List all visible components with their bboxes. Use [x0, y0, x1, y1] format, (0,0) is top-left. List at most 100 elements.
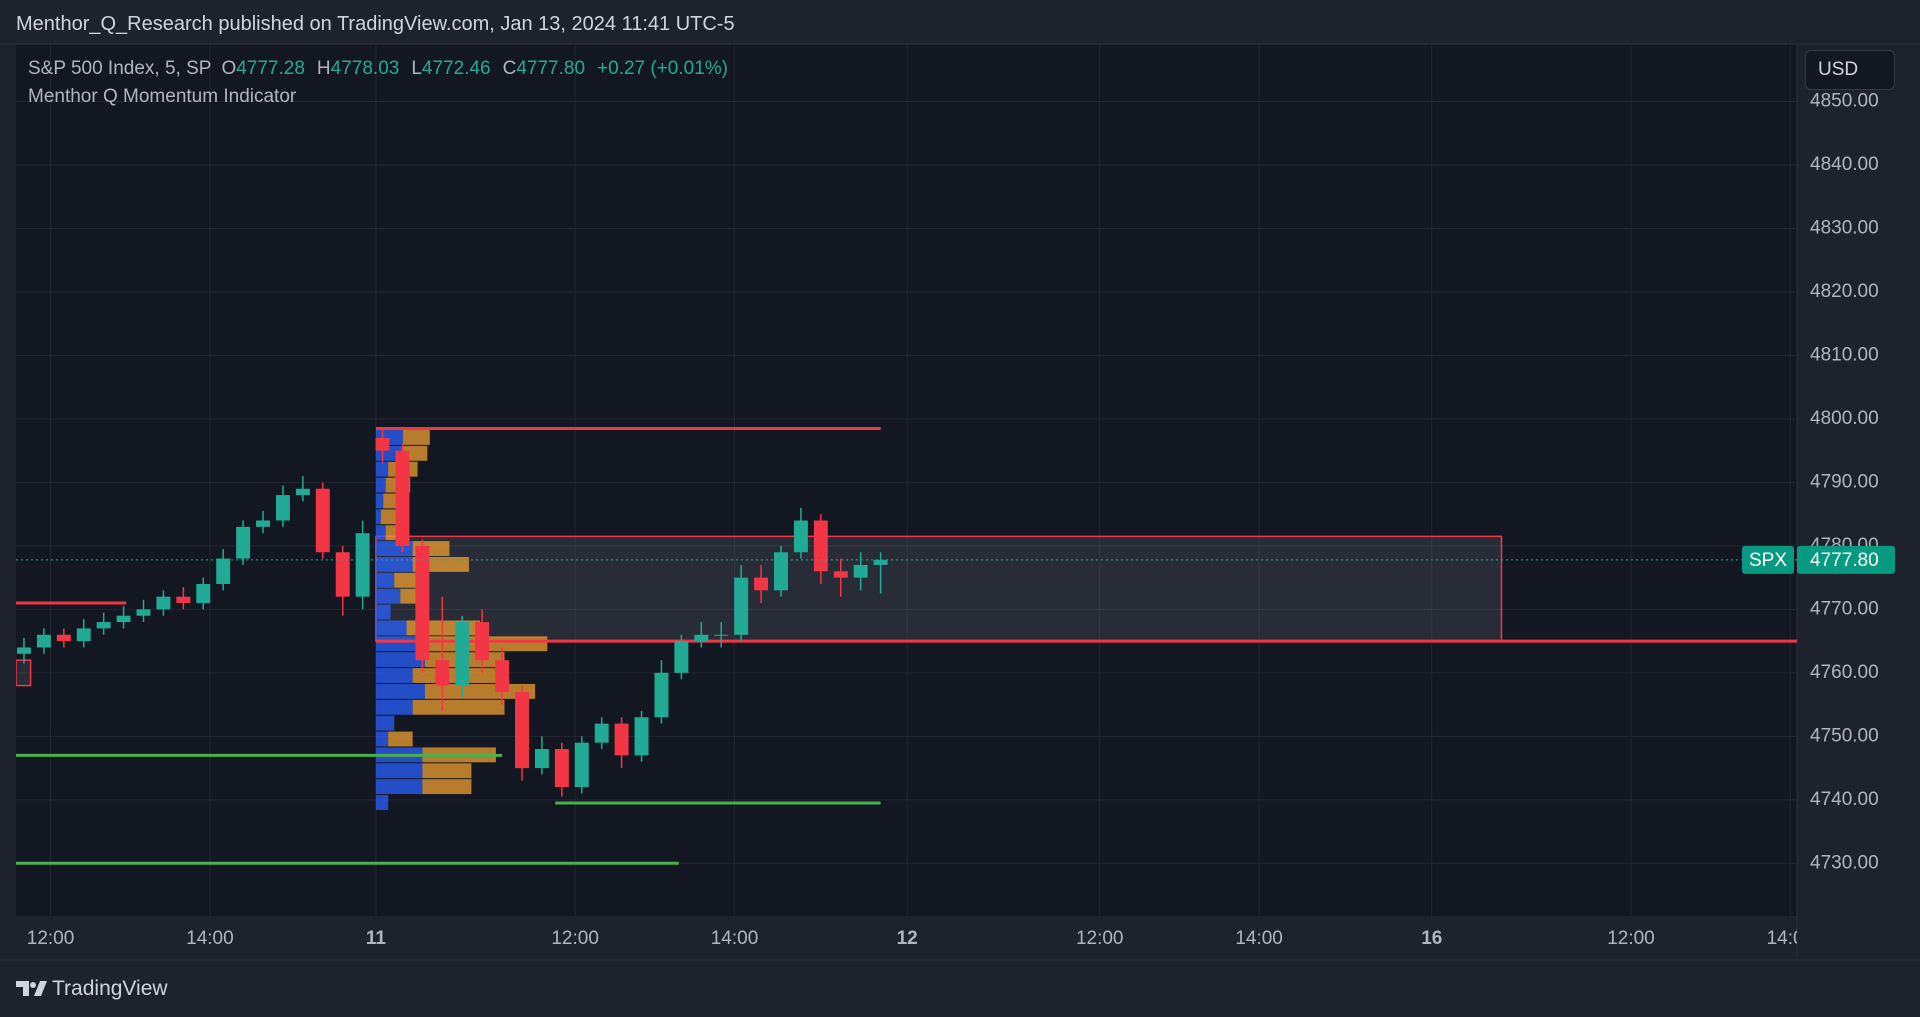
- profile-up: [375, 668, 413, 683]
- x-tick-label: 12:00: [1076, 928, 1124, 949]
- profile-up: [375, 556, 413, 572]
- profile-down: [385, 525, 398, 541]
- profile-up: [375, 461, 389, 477]
- candle-body: [754, 577, 769, 591]
- candle-body: [654, 672, 669, 718]
- zone-box: [16, 659, 32, 687]
- candle-body: [56, 634, 71, 642]
- y-tick-label: 4820.00: [1810, 281, 1879, 302]
- y-tick-label: 4740.00: [1810, 789, 1879, 810]
- ohlc-label: H: [316, 58, 331, 79]
- profile-down: [422, 763, 472, 779]
- candle-body: [614, 723, 629, 756]
- candle-body: [196, 583, 211, 604]
- candle-body: [455, 622, 470, 686]
- ohlc-value: 4772.46: [421, 58, 491, 79]
- profile-up: [375, 572, 395, 588]
- candle-body: [355, 533, 370, 597]
- profile-up: [375, 795, 389, 810]
- price-tag-text: 4777.80: [1810, 550, 1879, 571]
- y-tick-label: 4800.00: [1810, 408, 1879, 429]
- profile-down: [380, 509, 398, 525]
- x-tick-label: 14:00: [711, 928, 759, 949]
- profile-up: [375, 604, 391, 620]
- candle-body: [534, 749, 549, 769]
- candle-body: [395, 450, 410, 546]
- candle-body: [275, 495, 290, 521]
- candle-body: [176, 596, 191, 604]
- x-tick-label: 12:00: [1607, 928, 1655, 949]
- ohlc-value: 4777.80: [516, 58, 586, 79]
- candle-body: [16, 647, 31, 654]
- symbol-title: S&P 500 Index, 5, SP: [28, 58, 212, 79]
- ohlc-legend: S&P 500 Index, 5, SP O4777.28 H4778.03 L477…: [28, 58, 740, 80]
- candle-body: [435, 660, 450, 686]
- x-tick-label: 12:00: [27, 928, 75, 949]
- symbol-tag: [1742, 545, 1794, 574]
- candle-body: [216, 558, 231, 584]
- profile-up: [375, 477, 386, 493]
- profile-up: [375, 493, 384, 509]
- candle-body: [295, 488, 310, 496]
- price-tag: [1797, 545, 1895, 574]
- profile-up: [375, 763, 423, 779]
- candle-body: [136, 609, 151, 616]
- y-tick-label: 4760.00: [1810, 662, 1879, 683]
- zone-box: [375, 535, 1503, 642]
- brand: TradingView: [52, 977, 168, 1000]
- ohlc-label: L: [411, 58, 422, 79]
- profile-up: [375, 779, 423, 795]
- y-tick-label: 4750.00: [1810, 725, 1879, 746]
- profile-up: [375, 699, 413, 715]
- candle-body: [873, 559, 888, 565]
- profile-down: [388, 731, 413, 747]
- y-tick-label: 4790.00: [1810, 471, 1879, 492]
- y-tick-label: 4730.00: [1810, 852, 1879, 873]
- x-tick-label: 11: [366, 928, 387, 949]
- candle-body: [415, 545, 430, 661]
- x-tick-label: 14:00: [1235, 928, 1283, 949]
- candle-body: [375, 437, 390, 451]
- x-tick-label: 14:00: [186, 928, 234, 949]
- y-tick-label: 4770.00: [1810, 598, 1879, 619]
- candle-body: [116, 615, 131, 623]
- x-tick-label: 12: [897, 928, 918, 949]
- candle-body: [734, 577, 749, 635]
- candle-body: [774, 552, 788, 591]
- x-tick-label: 12:00: [551, 928, 599, 949]
- ohlc-value: 4777.28: [236, 58, 305, 79]
- y-tick-label: 4830.00: [1810, 217, 1879, 238]
- currency-button[interactable]: USD: [1805, 50, 1895, 90]
- publish-info: Menthor_Q_Research published on TradingV…: [16, 13, 735, 35]
- profile-up: [375, 588, 401, 604]
- profile-up: [375, 525, 386, 541]
- profile-down: [422, 779, 472, 795]
- candle-body: [495, 660, 510, 692]
- y-tick-label: 4840.00: [1810, 154, 1879, 175]
- candle-body: [315, 488, 330, 553]
- y-tick-label: 4810.00: [1810, 344, 1879, 365]
- symbol-tag-text: SPX: [1749, 550, 1787, 571]
- x-tick-label: 16: [1421, 928, 1442, 949]
- candle-body: [76, 628, 91, 642]
- candle-body: [156, 596, 171, 610]
- profile-down: [412, 699, 505, 715]
- candle-body: [335, 552, 350, 597]
- x-tick-label: 14:00: [1767, 928, 1815, 949]
- candle-body: [574, 742, 589, 788]
- candle-body: [793, 520, 808, 553]
- ohlc-value: 4778.03: [330, 58, 400, 79]
- ohlc-label: C: [502, 58, 517, 79]
- candle-body: [833, 571, 848, 578]
- profile-down: [402, 430, 430, 445]
- profile-up: [375, 509, 381, 525]
- candle-body: [714, 634, 729, 636]
- candle-body: [475, 622, 490, 661]
- candle-body: [36, 634, 51, 648]
- profile-up: [375, 620, 407, 636]
- profile-up: [375, 652, 425, 668]
- y-tick-label: 4850.00: [1810, 91, 1879, 112]
- candle-body: [674, 641, 689, 673]
- profile-up: [375, 683, 425, 699]
